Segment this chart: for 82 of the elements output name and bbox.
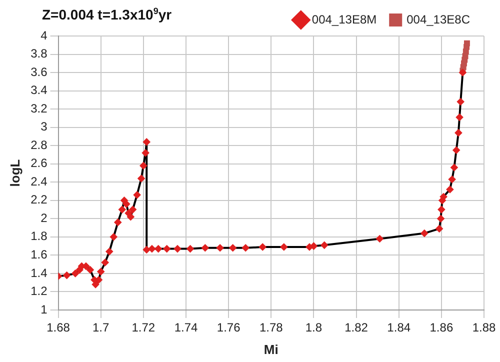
y-tick-label: 3.6 <box>30 64 48 79</box>
point <box>134 191 141 198</box>
point <box>440 193 448 200</box>
x-tick-label: 1.82 <box>344 320 368 335</box>
point <box>438 206 445 214</box>
point <box>320 242 328 249</box>
y-tick-label: 3 <box>40 120 48 134</box>
point <box>186 245 194 252</box>
point <box>459 69 466 76</box>
point <box>86 266 94 274</box>
y-tick-label: 1.6 <box>30 248 48 262</box>
legend-label: 004_13E8C <box>406 12 470 26</box>
x-tick-label: 1.74 <box>174 320 198 335</box>
point <box>242 244 250 252</box>
point <box>446 186 454 193</box>
point <box>122 200 130 208</box>
point <box>76 266 84 274</box>
point <box>450 164 458 172</box>
y-tick-label: 4 <box>40 28 48 42</box>
y-tick-label: 2.8 <box>30 138 48 152</box>
point <box>92 280 100 288</box>
x-tick-label: 1.68 <box>46 320 70 335</box>
point <box>138 174 145 182</box>
point <box>110 233 118 240</box>
point <box>436 225 443 232</box>
x-tick-label: 1.76 <box>216 320 241 335</box>
point <box>118 206 126 214</box>
y-axis-title: logL <box>7 159 22 187</box>
point <box>437 215 444 222</box>
y-tick-label: 2 <box>40 210 48 225</box>
point <box>310 242 318 250</box>
point <box>72 270 79 277</box>
chart-title: Z=0.004 t=1.3x10$^{9}$yr <box>42 6 172 23</box>
point <box>163 245 170 252</box>
point <box>420 230 428 237</box>
point <box>174 245 181 252</box>
y-tick-label: 1.8 <box>30 229 48 244</box>
point <box>216 244 224 252</box>
point <box>142 149 150 156</box>
point <box>259 243 266 250</box>
y-tick-label: 1.4 <box>30 266 48 280</box>
x-axis-title: Mi <box>264 342 278 357</box>
point <box>143 246 150 254</box>
point <box>148 245 156 252</box>
legend-label: 004_13E8M <box>312 12 377 26</box>
y-tick-label: 3.8 <box>30 46 48 61</box>
point <box>464 40 470 46</box>
y-tick-label: 2.4 <box>30 174 48 188</box>
point <box>127 213 134 220</box>
point <box>143 138 150 146</box>
y-tick-label: 3.2 <box>30 101 48 116</box>
y-tick-label: 1 <box>40 302 48 316</box>
point <box>229 244 236 252</box>
point <box>102 259 109 266</box>
point <box>97 268 104 276</box>
point <box>452 146 460 154</box>
y-tick-label: 2.6 <box>30 156 48 170</box>
point <box>140 162 147 170</box>
point <box>129 206 136 214</box>
point <box>63 272 70 279</box>
y-tick-label: 1.2 <box>30 284 48 298</box>
x-tick-label: 1.88 <box>472 320 496 335</box>
point <box>125 210 132 217</box>
x-tick-label: 1.86 <box>430 320 454 335</box>
x-tick-label: 1.72 <box>132 320 156 335</box>
point <box>154 245 162 252</box>
x-tick-label: 1.7 <box>92 320 110 335</box>
point <box>202 244 209 252</box>
point <box>106 248 113 256</box>
point <box>120 196 128 204</box>
x-tick-label: 1.84 <box>387 320 411 335</box>
y-tick-label: 3.4 <box>30 83 48 98</box>
point <box>448 176 456 183</box>
point <box>456 114 464 121</box>
point <box>376 235 384 242</box>
x-tick-label: 1.8 <box>305 320 322 335</box>
y-tick-label: 2.2 <box>30 192 48 207</box>
point <box>114 218 122 226</box>
x-tick-label: 1.78 <box>259 320 284 335</box>
point <box>457 98 464 106</box>
point <box>280 243 288 250</box>
point <box>454 129 462 136</box>
